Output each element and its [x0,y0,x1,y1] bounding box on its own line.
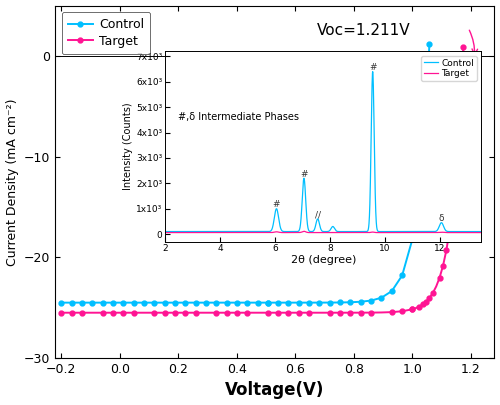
Control [426,42,432,47]
Control [416,189,422,194]
Target [389,310,395,315]
Target [410,307,416,312]
Control [306,300,312,305]
Control [79,300,85,305]
Control [327,300,333,305]
Target [327,310,333,315]
Control [389,289,395,294]
Target [275,310,281,315]
Target [436,275,442,280]
Control [110,300,116,305]
Target [224,310,230,315]
Target [348,310,354,315]
Control [378,295,384,300]
Target [454,162,460,166]
Target [130,310,136,315]
Target [368,310,374,315]
Target [460,45,466,50]
Control [420,153,426,158]
Control [151,300,157,305]
Target [426,296,432,301]
Control [254,300,260,305]
Text: Voc=1.211V: Voc=1.211V [316,23,410,38]
Target [457,112,463,117]
Control [399,273,405,278]
Target [286,310,292,315]
Target [244,310,250,315]
Target [192,310,198,315]
Target [100,310,105,315]
Control [130,300,136,305]
Control [410,237,416,241]
Target [447,227,453,232]
Target [296,310,302,315]
Target [423,299,429,304]
Control [234,300,240,305]
Target [213,310,219,315]
Control [89,300,95,305]
Control [358,299,364,304]
X-axis label: Voltage(V): Voltage(V) [225,382,324,399]
Target [416,304,422,309]
Control [348,300,354,305]
Target [265,310,271,315]
Target [110,310,116,315]
Control [192,300,198,305]
Control [213,300,219,305]
Legend: Control, Target: Control, Target [62,12,150,54]
Y-axis label: Current Density (mA cm⁻²): Current Density (mA cm⁻²) [6,98,18,266]
Target [182,310,188,315]
Target [399,309,405,314]
Control [413,216,419,221]
Control [316,300,322,305]
Target [358,310,364,315]
Target [58,310,64,315]
Control [410,237,416,241]
Target [420,302,426,307]
Target [68,310,74,315]
Target [120,310,126,315]
Control [58,300,64,305]
Control [244,300,250,305]
Target [172,310,178,315]
Control [182,300,188,305]
Control [286,300,292,305]
Control [337,300,343,305]
Control [296,300,302,305]
Target [151,310,157,315]
Target [162,310,168,315]
Control [120,300,126,305]
Target [444,248,450,253]
Target [79,310,85,315]
Line: Control: Control [59,42,432,305]
Control [68,300,74,305]
Control [203,300,209,305]
Control [100,300,105,305]
Target [234,310,240,315]
Target [306,310,312,315]
Control [141,300,147,305]
Control [162,300,168,305]
Control [265,300,271,305]
Control [423,105,429,110]
Control [172,300,178,305]
Control [224,300,230,305]
Target [410,307,416,312]
Line: Target: Target [59,45,466,315]
Control [275,300,281,305]
Control [368,298,374,303]
Target [430,291,436,296]
Target [337,310,343,315]
Target [440,263,446,268]
Control [265,300,271,305]
